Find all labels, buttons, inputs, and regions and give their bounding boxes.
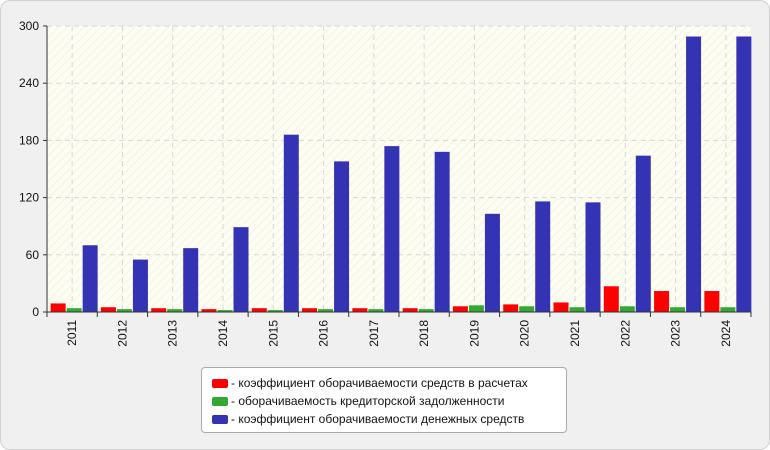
bar [670,307,686,312]
x-tick-label: 2020 [518,320,532,347]
bar [635,155,651,312]
bar [619,306,635,312]
bar [251,308,267,312]
bar [736,36,752,313]
x-tick-label: 2022 [618,320,632,347]
legend-swatch-blue [212,414,228,424]
x-tick-label: 2011 [65,320,79,346]
bar [233,227,249,312]
x-tick-label: 2024 [719,320,733,347]
bar [132,259,148,312]
bar [418,309,434,312]
legend-label: - оборачиваемость кредиторской задолженн… [231,394,505,408]
x-tick-label: 2019 [467,320,481,347]
bar [368,309,384,312]
y-tick-label: 0 [32,305,39,319]
x-tick-label: 2012 [115,320,129,347]
legend-item-cash: - коэффициент оборачиваемости денежных с… [212,410,566,428]
legend-swatch-red [212,378,228,388]
x-tick-label: 2013 [166,320,180,347]
bar [569,307,585,312]
bar [66,308,82,312]
legend-item-receivables: - коэффициент оборачиваемости средств в … [212,374,566,392]
bar [654,291,670,312]
bar [217,310,233,312]
bar [302,308,318,312]
bar [535,201,551,312]
x-tick-label: 2023 [669,320,683,347]
bar [283,134,299,312]
bar [720,307,736,312]
x-tick-label: 2015 [266,320,280,347]
bar [116,309,132,312]
bar [267,310,283,312]
legend-swatch-green [212,396,228,406]
bar [484,213,500,312]
bar [603,286,619,312]
y-tick-label: 240 [19,76,39,90]
bar [352,308,368,312]
legend-label: - коэффициент оборачиваемости средств в … [231,376,528,390]
x-tick-label: 2016 [317,320,331,347]
x-tick-label: 2018 [417,320,431,347]
x-tick-label: 2014 [216,320,230,347]
bar [183,248,199,312]
bar [100,307,116,312]
x-tick-label: 2017 [367,320,381,347]
y-tick-label: 60 [26,248,40,262]
bar [318,309,334,312]
bar [50,303,66,312]
x-tick-label: 2021 [568,320,582,347]
y-tick-label: 180 [19,133,39,147]
bar [167,309,183,312]
bar [553,302,569,312]
legend: - коэффициент оборачиваемости средств в … [201,367,567,433]
bar [503,304,519,312]
bar [704,291,720,312]
bar [468,305,484,312]
y-tick-label: 300 [19,19,39,33]
bar [585,202,601,312]
y-tick-label: 120 [19,191,39,205]
bar [686,36,702,313]
bar [201,309,217,312]
bar [519,306,535,312]
bar [452,306,468,312]
legend-label: - коэффициент оборачиваемости денежных с… [231,412,525,426]
legend-item-payables: - оборачиваемость кредиторской задолженн… [212,392,566,410]
bar [334,161,350,312]
bar [434,151,450,312]
bar [402,308,418,312]
bar [82,245,98,312]
bar [384,146,400,312]
bar [151,308,167,312]
